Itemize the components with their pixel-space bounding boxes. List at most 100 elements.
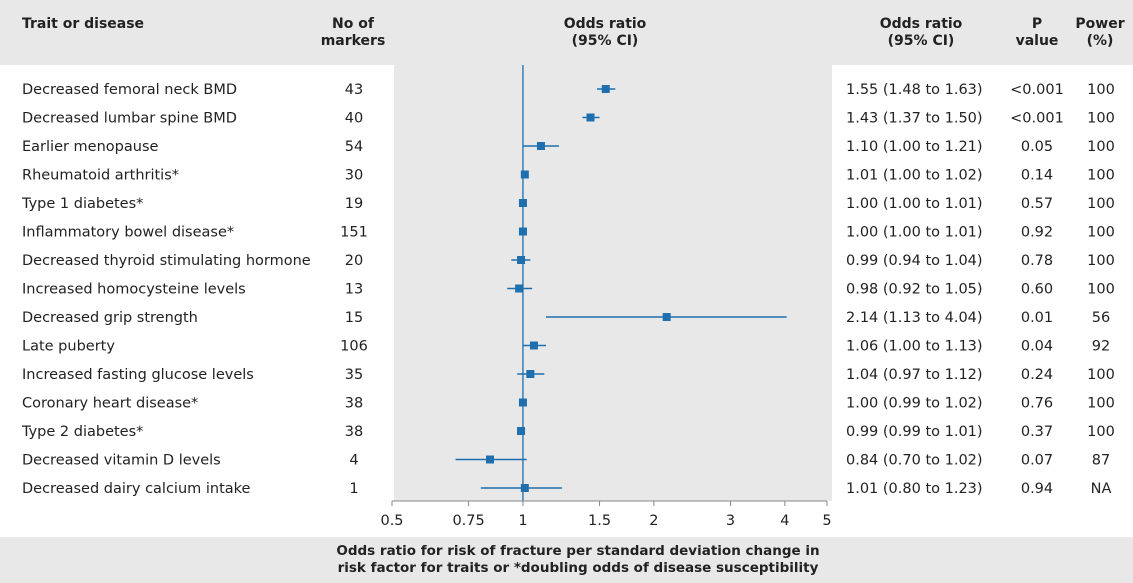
point-estimate	[520, 484, 529, 492]
rows-layer: Decreased femoral neck BMD 43 1.55 (1.48 t…	[21, 65, 1115, 501]
forest-row: Earlier menopause 54 1.10 (1.00 to 1.21) 0.…	[22, 139, 1115, 155]
p-value: <0.001	[1010, 111, 1064, 127]
header-or-plot-line2: (95% CI)	[571, 33, 639, 49]
plot-panel	[394, 65, 832, 501]
power-value: 100	[1087, 168, 1115, 184]
forest-row: Increased homocysteine levels 13 0.98 (0.9…	[22, 282, 1115, 298]
x-axis-title: Odds ratio for risk of fracture per stan…	[300, 543, 856, 577]
forest-row: Decreased femoral neck BMD 43 1.55 (1.48 t…	[22, 82, 1115, 98]
forest-row: Decreased dairy calcium intake 1 1.01 (0.8…	[22, 481, 1111, 497]
or-ci-value: 1.00 (0.99 to 1.02)	[846, 396, 983, 412]
trait-label: Increased homocysteine levels	[22, 282, 246, 298]
footer-band	[0, 537, 1133, 583]
p-value: 0.78	[1021, 253, 1053, 269]
header-p-value: P value	[1007, 16, 1067, 50]
or-ci-value: 0.98 (0.92 to 1.05)	[846, 282, 983, 298]
forest-row: Increased fasting glucose levels 35 1.04 (…	[22, 367, 1115, 383]
trait-label: Decreased vitamin D levels	[22, 453, 221, 469]
x-tick-label: 4	[780, 513, 789, 529]
point-estimate	[517, 427, 526, 435]
trait-label: Earlier menopause	[22, 139, 158, 155]
header-p-line2: value	[1015, 33, 1059, 49]
trait-label: Decreased lumbar spine BMD	[22, 111, 237, 127]
header-markers: No of markers	[312, 16, 394, 50]
p-value: 0.24	[1021, 367, 1053, 383]
x-tick-label: 1	[518, 513, 527, 529]
power-value: 100	[1087, 225, 1115, 241]
p-value: 0.57	[1021, 196, 1053, 212]
point-estimate	[662, 313, 671, 321]
p-value: 0.07	[1021, 453, 1053, 469]
header-markers-line2: markers	[320, 33, 386, 49]
p-value: 0.01	[1021, 310, 1053, 326]
or-ci-value: 1.00 (1.00 to 1.01)	[846, 225, 983, 241]
header-power: Power (%)	[1068, 16, 1132, 50]
power-value: 87	[1092, 453, 1110, 469]
trait-label: Coronary heart disease*	[22, 396, 198, 412]
p-value: 0.92	[1021, 225, 1053, 241]
trait-label: Rheumatoid arthritis*	[22, 168, 179, 184]
markers-value: 38	[345, 424, 363, 440]
markers-value: 15	[345, 310, 363, 326]
x-tick-label: 0.5	[380, 513, 403, 529]
or-ci-value: 1.10 (1.00 to 1.21)	[846, 139, 983, 155]
point-estimate	[520, 170, 529, 179]
markers-value: 1	[349, 481, 358, 497]
point-estimate	[518, 227, 527, 236]
p-value: 0.04	[1021, 339, 1053, 355]
power-value: 100	[1087, 82, 1115, 98]
trait-label: Decreased thyroid stimulating hormone	[22, 253, 311, 269]
markers-value: 40	[345, 111, 363, 127]
or-ci-value: 2.14 (1.13 to 4.04)	[846, 310, 983, 326]
header-band	[0, 0, 1133, 65]
point-estimate	[486, 455, 495, 464]
power-value: 100	[1087, 196, 1115, 212]
or-ci-value: 0.99 (0.99 to 1.01)	[846, 424, 983, 440]
forest-row: Coronary heart disease* 38 1.00 (0.99 to 1…	[22, 396, 1115, 412]
or-ci-value: 1.55 (1.48 to 1.63)	[846, 82, 983, 98]
p-value: 0.76	[1021, 396, 1053, 412]
markers-value: 106	[340, 339, 368, 355]
markers-value: 19	[345, 196, 363, 212]
forest-row: Type 2 diabetes* 38 0.99 (0.99 to 1.01) 0.3…	[21, 424, 1115, 440]
p-value: 0.60	[1021, 282, 1053, 298]
markers-value: 4	[349, 453, 358, 469]
or-ci-value: 1.04 (0.97 to 1.12)	[846, 367, 983, 383]
point-estimate	[601, 85, 610, 93]
markers-value: 13	[345, 282, 363, 298]
trait-label: Type 2 diabetes*	[21, 424, 143, 440]
point-estimate	[586, 113, 595, 122]
trait-label: Inflammatory bowel disease*	[22, 225, 234, 241]
x-axis: 0.5 0.75 1 1.5 2 3 4 5	[380, 500, 832, 529]
or-ci-value: 1.00 (1.00 to 1.01)	[846, 196, 983, 212]
trait-label: Decreased femoral neck BMD	[22, 82, 237, 98]
or-ci-value: 1.01 (0.80 to 1.23)	[846, 481, 983, 497]
point-estimate	[518, 199, 527, 207]
forest-row: Rheumatoid arthritis* 30 1.01 (1.00 to 1.0…	[22, 168, 1115, 184]
header-p-line1: P	[1031, 16, 1043, 32]
x-tick-label: 0.75	[452, 513, 484, 529]
forest-row: Decreased lumbar spine BMD 40 1.43 (1.37 t…	[22, 111, 1115, 127]
power-value: 100	[1087, 139, 1115, 155]
trait-label: Decreased grip strength	[22, 310, 198, 326]
p-value: 0.37	[1021, 424, 1053, 440]
trait-label: Decreased dairy calcium intake	[22, 481, 251, 497]
or-ci-value: 1.43 (1.37 to 1.50)	[846, 111, 983, 127]
header-power-line1: Power	[1075, 16, 1125, 32]
power-value: 100	[1087, 424, 1115, 440]
forest-row: Type 1 diabetes* 19 1.00 (1.00 to 1.01) 0.5…	[21, 196, 1115, 212]
header-power-line2: (%)	[1086, 33, 1114, 49]
power-value: 100	[1087, 396, 1115, 412]
p-value: 0.14	[1021, 168, 1053, 184]
x-tick-label: 5	[822, 513, 831, 529]
point-estimate	[529, 341, 538, 350]
markers-value: 30	[345, 168, 363, 184]
markers-value: 151	[340, 225, 368, 241]
header-markers-line1: No of	[332, 16, 374, 32]
header-orci-line1: Odds ratio	[879, 16, 963, 32]
power-value: 100	[1087, 282, 1115, 298]
p-value: <0.001	[1010, 82, 1064, 98]
header-or-plot-line1: Odds ratio	[563, 16, 647, 32]
or-ci-value: 0.99 (0.94 to 1.04)	[846, 253, 983, 269]
